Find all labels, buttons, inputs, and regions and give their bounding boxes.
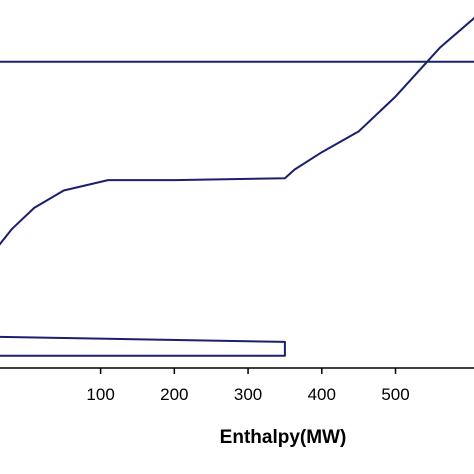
x-tick-label-200: 200	[160, 385, 188, 404]
x-axis-title: Enthalpy(MW)	[220, 427, 347, 448]
x-tick-label-100: 100	[86, 385, 114, 404]
x-axis: 100 200 300 400 500	[0, 367, 474, 404]
plot-area	[0, 16, 474, 357]
series-main-curve	[0, 16, 474, 246]
series-narrow-wedge-shape	[0, 335, 286, 357]
x-tick-label-500: 500	[381, 385, 409, 404]
x-tick-label-400: 400	[308, 385, 336, 404]
x-tick-label-300: 300	[234, 385, 262, 404]
